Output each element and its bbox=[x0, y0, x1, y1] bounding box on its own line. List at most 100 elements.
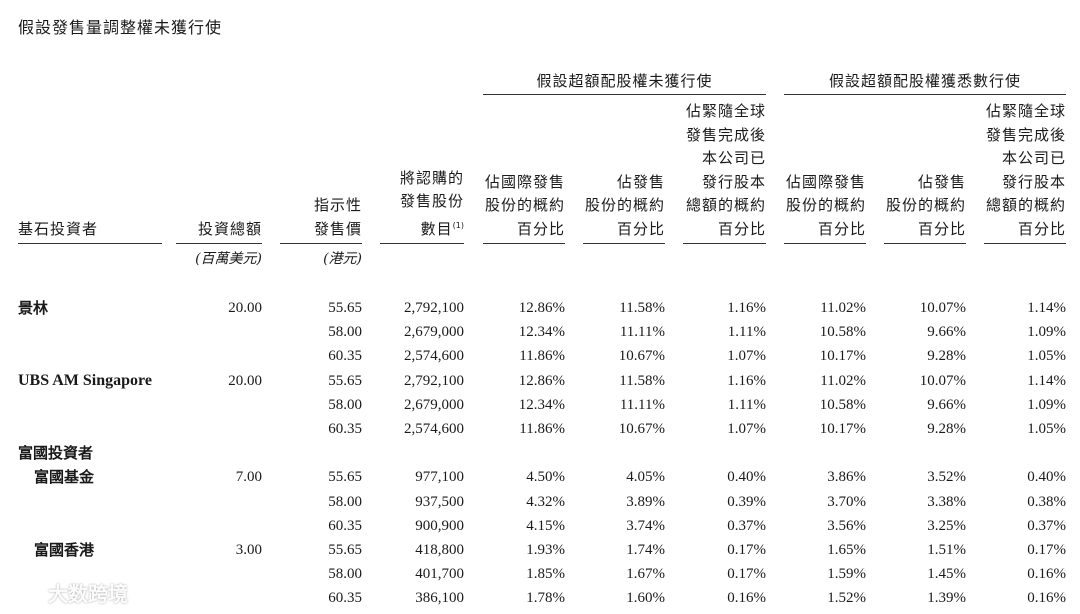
pct-offer-fully-exercised-cell: 9.66% bbox=[927, 324, 966, 341]
pct-intl-fully-exercised-cell: 3.70% bbox=[827, 493, 866, 510]
investor-name-cell bbox=[18, 344, 178, 368]
table-row: 60.35 2,574,600 11.86% 10.67% 1.07% 10.17% 9.2… bbox=[0, 344, 1080, 368]
table-row: 60.35 2,574,600 11.86% 10.67% 1.07% 10.17% 9.2… bbox=[0, 417, 1080, 441]
pct-total-fully-exercised-cell: 0.16% bbox=[1027, 590, 1066, 607]
shares-cell: 2,679,000 bbox=[404, 396, 464, 413]
shares-cell: 418,800 bbox=[415, 541, 464, 558]
investor-name-cell bbox=[18, 320, 178, 344]
pct-total-fully-exercised-cell: 0.38% bbox=[1027, 493, 1066, 510]
pct-intl-fully-exercised-cell: 10.17% bbox=[819, 348, 866, 365]
pct-total-not-exercised-cell: 0.16% bbox=[727, 590, 766, 607]
pct-intl-fully-exercised-cell: 10.58% bbox=[819, 324, 866, 341]
offer-price-cell: 58.00 bbox=[328, 493, 362, 510]
shares-cell: 2,792,100 bbox=[404, 300, 464, 316]
pct-offer-fully-exercised-cell: 3.38% bbox=[927, 493, 966, 510]
column-header-pct-total-fully-exercised: 佔緊隨全球 發售完成後 本公司已 發行股本 總額的概約 百分比 bbox=[984, 100, 1066, 244]
pct-intl-not-exercised-cell: 12.86% bbox=[518, 300, 565, 316]
offer-price-cell: 55.65 bbox=[328, 300, 362, 316]
pct-offer-fully-exercised-cell: 9.28% bbox=[927, 420, 966, 437]
offer-price-cell: 60.35 bbox=[328, 517, 362, 534]
table-row: 58.00 401,700 1.85% 1.67% 0.17% 1.59% 1.45% 0.1… bbox=[0, 562, 1080, 586]
investor-name-cell: 富國基金 bbox=[34, 468, 95, 487]
pct-total-fully-exercised-cell: 1.05% bbox=[1027, 420, 1066, 437]
pct-offer-fully-exercised-cell: 1.45% bbox=[927, 566, 966, 583]
offer-price-cell: 55.65 bbox=[328, 469, 362, 486]
pct-offer-not-exercised-cell: 11.58% bbox=[619, 300, 665, 316]
table-row: UBS AM Singapore 20.00 55.65 2,792,100 12.86… bbox=[0, 369, 1080, 393]
pct-intl-fully-exercised-cell: 10.58% bbox=[819, 396, 866, 413]
pct-intl-fully-exercised-cell: 11.02% bbox=[820, 372, 866, 389]
pct-intl-fully-exercised-cell bbox=[784, 441, 866, 465]
pct-offer-not-exercised-cell: 3.89% bbox=[626, 493, 665, 510]
pct-total-not-exercised-cell: 0.40% bbox=[727, 469, 766, 486]
pct-intl-not-exercised-cell: 4.32% bbox=[526, 493, 565, 510]
pct-offer-not-exercised-cell: 11.58% bbox=[619, 372, 665, 389]
pct-offer-fully-exercised-cell: 3.52% bbox=[927, 469, 966, 486]
pct-intl-fully-exercised-cell: 3.56% bbox=[827, 517, 866, 534]
pct-offer-fully-exercised-cell: 10.07% bbox=[919, 372, 966, 389]
pct-total-fully-exercised-cell: 0.40% bbox=[1027, 469, 1066, 486]
shares-cell bbox=[380, 441, 464, 465]
pct-offer-fully-exercised-cell: 1.39% bbox=[927, 590, 966, 607]
table-row: 景林 20.00 55.65 2,792,100 12.86% 11.58% 1.16% 11… bbox=[0, 296, 1080, 320]
pct-total-not-exercised-cell: 0.17% bbox=[727, 541, 766, 558]
shares-cell: 2,574,600 bbox=[404, 348, 464, 365]
investor-name-cell bbox=[18, 417, 178, 441]
pct-offer-fully-exercised-cell: 10.07% bbox=[919, 300, 966, 316]
investor-name-cell: 富國香港 bbox=[34, 540, 95, 559]
pct-total-not-exercised-cell: 1.11% bbox=[727, 324, 766, 341]
pct-total-fully-exercised-cell: 1.09% bbox=[1027, 324, 1066, 341]
shares-cell: 2,679,000 bbox=[404, 324, 464, 341]
shares-cell: 386,100 bbox=[415, 590, 464, 607]
offer-price-cell bbox=[280, 441, 362, 465]
investment-amount-cell bbox=[176, 320, 262, 344]
pct-intl-not-exercised-cell: 4.15% bbox=[526, 517, 565, 534]
pct-total-not-exercised-cell: 0.39% bbox=[727, 493, 766, 510]
pct-intl-not-exercised-cell: 1.85% bbox=[526, 566, 565, 583]
pct-intl-fully-exercised-cell: 1.59% bbox=[827, 566, 866, 583]
pct-intl-not-exercised-cell: 12.34% bbox=[518, 324, 565, 341]
pct-offer-not-exercised-cell: 11.11% bbox=[619, 396, 665, 413]
watermark-text: 大数跨境 bbox=[48, 582, 128, 606]
pct-total-not-exercised-cell: 0.37% bbox=[727, 517, 766, 534]
pct-offer-not-exercised-cell: 3.74% bbox=[626, 517, 665, 534]
pct-intl-not-exercised-cell: 11.86% bbox=[519, 348, 565, 365]
investment-amount-cell bbox=[176, 417, 262, 441]
pct-intl-fully-exercised-cell: 1.65% bbox=[827, 541, 866, 558]
offer-price-cell: 60.35 bbox=[328, 348, 362, 365]
shares-cell: 937,500 bbox=[415, 493, 464, 510]
watermark: 大数跨境 bbox=[8, 578, 128, 607]
investor-name-cell: UBS AM Singapore bbox=[18, 371, 152, 389]
column-header-shares-text: 將認購的 發售股份 數目 bbox=[399, 168, 464, 238]
pct-total-fully-exercised-cell bbox=[984, 441, 1066, 465]
pct-intl-not-exercised-cell: 4.50% bbox=[526, 469, 565, 486]
pct-total-not-exercised-cell bbox=[683, 441, 766, 465]
pct-intl-fully-exercised-cell: 10.17% bbox=[819, 420, 866, 437]
pct-intl-not-exercised-cell: 1.78% bbox=[526, 590, 565, 607]
pct-total-not-exercised-cell: 1.07% bbox=[727, 420, 766, 437]
investment-amount-cell: 20.00 bbox=[228, 300, 262, 316]
pct-offer-not-exercised-cell: 1.60% bbox=[626, 590, 665, 607]
investor-name-cell bbox=[18, 514, 178, 538]
investment-amount-cell bbox=[176, 344, 262, 368]
pct-offer-not-exercised-cell: 1.74% bbox=[626, 541, 665, 558]
pct-offer-fully-exercised-cell: 1.51% bbox=[927, 541, 966, 558]
investment-amount-cell bbox=[176, 586, 262, 610]
investment-amount-cell bbox=[176, 490, 262, 514]
column-header-pct-total-not-exercised: 佔緊隨全球 發售完成後 本公司已 發行股本 總額的概約 百分比 bbox=[683, 100, 766, 244]
column-header-pct-offer-fully-exercised: 佔發售 股份的概約 百分比 bbox=[884, 171, 966, 244]
table-row: 58.00 937,500 4.32% 3.89% 0.39% 3.70% 3.38% 0.3… bbox=[0, 490, 1080, 514]
page-title: 假設發售量調整權未獲行使 bbox=[18, 18, 223, 37]
offer-price-cell: 55.65 bbox=[328, 372, 362, 389]
offer-price-cell: 58.00 bbox=[328, 396, 362, 413]
pct-offer-fully-exercised-cell: 9.28% bbox=[927, 348, 966, 365]
table-row: 60.35 386,100 1.78% 1.60% 0.16% 1.52% 1.39% 0.1… bbox=[0, 586, 1080, 610]
shares-cell: 900,900 bbox=[415, 517, 464, 534]
offer-price-cell: 55.65 bbox=[328, 541, 362, 558]
column-header-shares: 將認購的 發售股份 數目(1) bbox=[380, 167, 464, 244]
table-body: 景林 20.00 55.65 2,792,100 12.86% 11.58% 1.16% 11… bbox=[0, 296, 1080, 610]
table-row: 60.35 900,900 4.15% 3.74% 0.37% 3.56% 3.25% 0.3… bbox=[0, 514, 1080, 538]
investor-name-cell: 富國投資者 bbox=[18, 444, 94, 463]
pct-intl-fully-exercised-cell: 3.86% bbox=[827, 469, 866, 486]
offer-price-cell: 58.00 bbox=[328, 566, 362, 583]
